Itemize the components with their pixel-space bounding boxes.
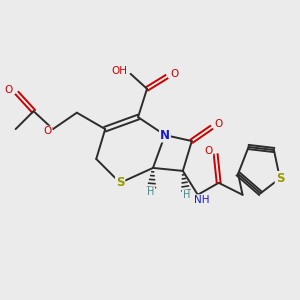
Text: N: N [160,129,170,142]
Text: S: S [276,172,284,185]
Text: NH: NH [194,195,209,205]
Text: O: O [214,119,223,129]
Text: O: O [171,69,179,79]
Text: H: H [183,190,190,200]
Text: O: O [4,85,13,95]
Text: H: H [147,188,154,197]
Text: O: O [44,127,52,136]
Text: S: S [116,176,124,189]
Text: OH: OH [111,67,127,76]
Text: O: O [204,146,212,156]
